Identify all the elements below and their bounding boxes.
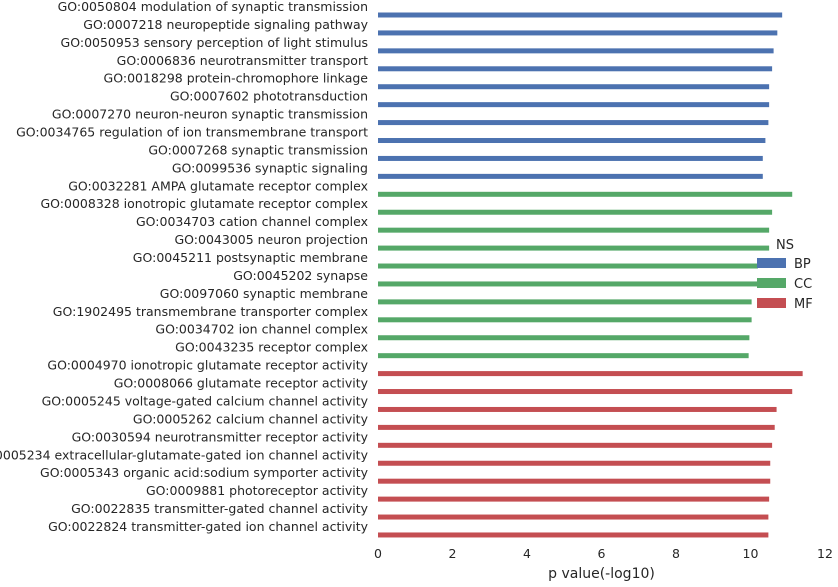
bar [378, 191, 793, 197]
bar [378, 424, 775, 430]
x-tick-label: 4 [523, 546, 531, 561]
bar [378, 48, 774, 54]
x-tick-label: 2 [449, 546, 457, 561]
category-label: GO:0009881 photoreceptor activity [146, 483, 369, 498]
category-label: GO:0097060 synaptic membrane [160, 286, 369, 301]
bar [378, 84, 770, 90]
bar [378, 442, 773, 448]
category-label: GO:0005343 organic acid:sodium symporter… [40, 465, 369, 480]
category-label: GO:0034765 regulation of ion transmembra… [16, 125, 368, 140]
category-labels: GO:0050804 modulation of synaptic transm… [0, 0, 369, 534]
category-label: GO:0005245 voltage-gated calcium channel… [42, 393, 369, 408]
category-label: GO:0022835 transmitter-gated channel act… [71, 501, 368, 516]
category-label: GO:0018298 protein-chromophore linkage [104, 71, 369, 86]
category-label: GO:0007218 neuropeptide signaling pathwa… [83, 17, 368, 32]
legend-title: NS [776, 238, 794, 253]
category-label: GO:0005262 calcium channel activity [133, 411, 369, 426]
bar [378, 532, 769, 538]
bar [378, 281, 758, 287]
bar [378, 460, 771, 466]
bar [378, 12, 783, 18]
category-label: GO:0008066 glutamate receptor activity [114, 376, 369, 391]
x-tick-label: 0 [374, 546, 382, 561]
bar [378, 317, 752, 323]
bar [378, 227, 770, 233]
category-label: GO:0050953 sensory perception of light s… [61, 35, 368, 50]
bar [378, 245, 770, 251]
x-tick-label: 6 [598, 546, 606, 561]
legend-swatch [757, 278, 786, 288]
category-label: GO:0034703 cation channel complex [136, 214, 368, 229]
category-label: GO:0008328 ionotropic glutamate receptor… [41, 196, 369, 211]
bar [378, 120, 769, 126]
bar [378, 102, 770, 108]
legend-label: CC [794, 277, 812, 292]
category-label: GO:0045202 synapse [233, 268, 368, 283]
category-label: GO:0007270 neuron-neuron synaptic transm… [52, 107, 368, 122]
category-label: GO:0099536 synaptic signaling [172, 160, 368, 175]
bars-layer [378, 12, 803, 538]
bar [378, 155, 763, 161]
category-label: GO:0007602 phototransduction [170, 89, 368, 104]
bar [378, 299, 752, 305]
bar [378, 66, 773, 72]
category-label: GO:0032281 AMPA glutamate receptor compl… [68, 178, 368, 193]
bar [378, 496, 770, 502]
x-axis-title: p value(-log10) [548, 566, 655, 582]
category-label: GO:0034702 ion channel complex [155, 322, 368, 337]
category-label: GO:0007268 synaptic transmission [148, 142, 368, 157]
legend-label: MF [794, 297, 813, 312]
category-label: GO:0043005 neuron projection [174, 232, 368, 247]
bar [378, 30, 778, 36]
bar [378, 209, 773, 215]
category-label: GO:0050804 modulation of synaptic transm… [58, 0, 368, 14]
x-axis-ticks: 0 2 4 6 8 10 12 [374, 546, 833, 561]
x-tick-label: 10 [743, 546, 759, 561]
x-tick-label: 12 [817, 546, 833, 561]
bar [378, 371, 803, 377]
bar [378, 173, 763, 179]
bar [378, 263, 758, 269]
category-label: GO:0043235 receptor complex [175, 340, 368, 355]
x-tick-label: 8 [672, 546, 680, 561]
bar [378, 478, 771, 484]
category-label: GO:0030594 neurotransmitter receptor act… [72, 429, 369, 444]
category-label: GO:0004970 ionotropic glutamate receptor… [47, 358, 368, 373]
category-label: GO:0006836 neurotransmitter transport [117, 53, 368, 68]
category-label: GO:0022824 transmitter-gated ion channel… [48, 519, 369, 534]
bar [378, 353, 749, 359]
legend-swatch [757, 258, 786, 268]
category-label: GO:0045211 postsynaptic membrane [133, 250, 369, 265]
bar [378, 138, 766, 144]
category-label: GO:0005234 extracellular-glutamate-gated… [0, 447, 369, 462]
legend-swatch [757, 298, 786, 308]
bar [378, 406, 777, 412]
bar [378, 389, 793, 395]
legend: NS BP CC MF [757, 238, 813, 312]
legend-label: BP [794, 257, 811, 272]
category-label: GO:1902495 transmembrane transporter com… [53, 304, 368, 319]
bar [378, 514, 769, 520]
bar [378, 335, 750, 341]
